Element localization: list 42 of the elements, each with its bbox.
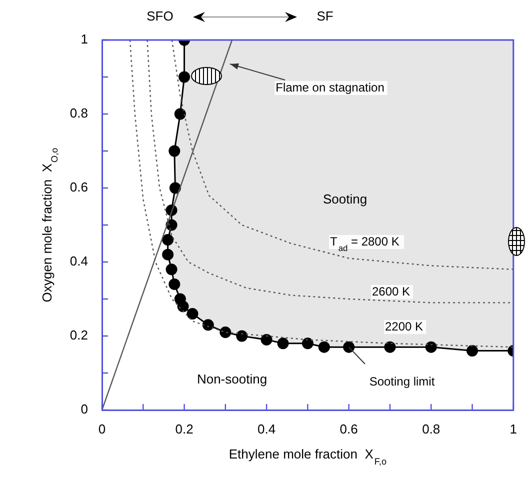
point bbox=[174, 108, 186, 120]
text: SF bbox=[316, 8, 334, 24]
point bbox=[343, 341, 355, 353]
y-tick-label: 0 bbox=[80, 402, 88, 417]
point bbox=[220, 326, 232, 338]
y-tick-label: 1 bbox=[80, 32, 88, 47]
point bbox=[277, 338, 289, 350]
series-label: 2200 K bbox=[385, 319, 424, 334]
x-tick-label: 0.4 bbox=[258, 421, 276, 436]
y-axis-title: Oxygen mole fraction XO,o bbox=[40, 148, 60, 302]
point bbox=[168, 145, 180, 157]
point bbox=[466, 345, 478, 357]
series-label: 2600 K bbox=[372, 284, 410, 298]
y-tick-label: 0.4 bbox=[70, 254, 88, 269]
point bbox=[260, 334, 272, 346]
point bbox=[162, 234, 174, 246]
point bbox=[166, 264, 178, 276]
point bbox=[318, 341, 330, 353]
point bbox=[168, 278, 180, 290]
text: SFO bbox=[146, 8, 174, 24]
annotation: Non-sooting bbox=[196, 372, 268, 387]
point bbox=[384, 341, 396, 353]
x-tick-label: 0.8 bbox=[422, 421, 440, 436]
y-tick-label: 0.8 bbox=[70, 106, 88, 121]
point bbox=[202, 319, 214, 331]
y-tick-label: 0.6 bbox=[70, 180, 88, 195]
x-tick-label: 1 bbox=[510, 421, 517, 436]
x-tick-label: 0 bbox=[98, 421, 106, 436]
annotation: Sooting bbox=[322, 192, 368, 207]
point bbox=[186, 308, 198, 320]
series-label: Sooting limit bbox=[369, 374, 436, 388]
point bbox=[178, 71, 190, 83]
x-tick-label: 0.6 bbox=[340, 421, 358, 436]
text: Flame on stagnation bbox=[276, 80, 384, 94]
x-tick-label: 0.2 bbox=[175, 421, 194, 436]
point bbox=[302, 338, 314, 350]
point bbox=[169, 182, 181, 194]
point bbox=[177, 300, 189, 312]
point bbox=[162, 248, 174, 260]
point bbox=[236, 330, 248, 342]
point bbox=[425, 341, 437, 353]
y-tick-label: 0.2 bbox=[70, 328, 88, 343]
